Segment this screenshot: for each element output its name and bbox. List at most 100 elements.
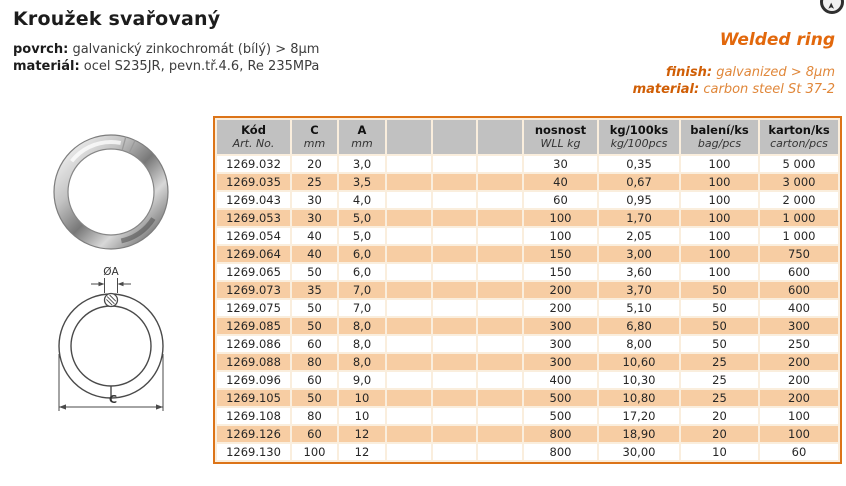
table-cell: 35 [292,282,337,298]
table-cell: 50 [681,336,758,352]
finish-line: finish: galvanized > 8μm [633,64,835,81]
english-title: Welded ring [719,30,835,50]
table-row: 1269.035 25 3,5 40 0,67 100 3 000 [217,174,838,190]
table-cell: 100 [760,408,838,424]
table-cell: 5,0 [339,210,385,226]
table-cell [433,228,476,244]
table-cell: 1269.043 [217,192,290,208]
table-cell: 1269.054 [217,228,290,244]
table-cell: 150 [524,246,597,262]
table-cell: 1269.088 [217,354,290,370]
table-cell: 800 [524,444,597,460]
table-cell [478,246,522,262]
table-cell: 40 [292,246,337,262]
table-cell [387,264,431,280]
table-cell: 100 [681,174,758,190]
table-cell: 200 [760,354,838,370]
table-cell: 1269.064 [217,246,290,262]
table-cell: 10,80 [599,390,679,406]
table-cell [478,228,522,244]
column-header: balení/ks bag/pcs [681,120,758,154]
table-cell: 6,0 [339,246,385,262]
table-cell [387,354,431,370]
scroll-top-button[interactable]: ➤ [820,0,844,14]
column-title: nosnost [534,123,587,137]
table-cell [433,282,476,298]
table-cell: 100 [681,210,758,226]
table-cell: 1 000 [760,228,838,244]
table-cell [433,264,476,280]
column-header [478,120,522,154]
table-cell [387,192,431,208]
column-subtitle: kg/100pcs [610,137,668,150]
table-cell: 3,00 [599,246,679,262]
table-cell [433,408,476,424]
table-cell: 25 [681,354,758,370]
table-row: 1269.043 30 4,0 60 0,95 100 2 000 [217,192,838,208]
ring-diagram: ØA C [58,266,164,411]
table-cell: 4,0 [339,192,385,208]
table-cell [387,336,431,352]
table-cell: 100 [681,228,758,244]
table-cell: 100 [760,426,838,442]
table-cell: 100 [524,210,597,226]
table-cell: 300 [524,354,597,370]
table-cell [478,426,522,442]
table-cell: 750 [760,246,838,262]
table-cell [433,372,476,388]
table-cell: 3,5 [339,174,385,190]
table-cell: 100 [681,264,758,280]
table-cell [387,282,431,298]
table-cell: 150 [524,264,597,280]
table-cell: 200 [524,300,597,316]
table-cell: 50 [292,318,337,334]
table-cell: 20 [681,426,758,442]
table-cell [478,318,522,334]
table-cell [387,390,431,406]
finish-label: finish: [665,65,713,80]
table-cell: 3,60 [599,264,679,280]
table-cell [478,156,522,172]
column-subtitle: Art. No. [232,137,275,150]
table-row: 1269.108 80 10 500 17,20 20 100 [217,408,838,424]
table-cell: 3,70 [599,282,679,298]
table-cell: 0,35 [599,156,679,172]
table-cell: 1269.086 [217,336,290,352]
column-subtitle [435,130,474,143]
table-cell: 12 [339,444,385,460]
material-en-value: carbon steel St 37-2 [703,82,835,97]
table-cell: 200 [760,390,838,406]
table-cell: 30 [292,192,337,208]
table-cell: 17,20 [599,408,679,424]
material-en-line: material: carbon steel St 37-2 [633,81,835,98]
column-title: karton/ks [768,123,830,137]
table-cell: 1269.085 [217,318,290,334]
arrow-up-icon: ➤ [826,2,837,10]
table-cell: 1269.108 [217,408,290,424]
table-cell: 80 [292,354,337,370]
table-cell: 25 [292,174,337,190]
table-cell: 200 [524,282,597,298]
table-cell: 2,05 [599,228,679,244]
table-row: 1269.130 100 12 800 30,00 10 60 [217,444,838,460]
table-cell: 20 [681,408,758,424]
material-value: ocel S235JR, pevn.tř.4.6, Re 235MPa [83,59,320,74]
table-row: 1269.075 50 7,0 200 5,10 50 400 [217,300,838,316]
table-row: 1269.032 20 3,0 30 0,35 100 5 000 [217,156,838,172]
table-cell [387,300,431,316]
table-cell: 2 000 [760,192,838,208]
table-row: 1269.086 60 8,0 300 8,00 50 250 [217,336,838,352]
table-cell: 300 [760,318,838,334]
table-cell: 500 [524,390,597,406]
table-cell: 30 [524,156,597,172]
table-cell [433,318,476,334]
table-row: 1269.085 50 8,0 300 6,80 50 300 [217,318,838,334]
table-cell: 8,0 [339,354,385,370]
table-cell: 10 [681,444,758,460]
table-cell: 1269.035 [217,174,290,190]
table-cell: 800 [524,426,597,442]
table-cell: 1269.126 [217,426,290,442]
table-cell: 25 [681,390,758,406]
